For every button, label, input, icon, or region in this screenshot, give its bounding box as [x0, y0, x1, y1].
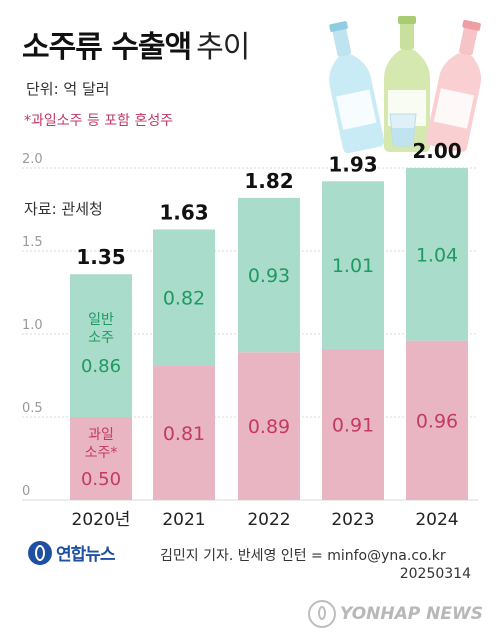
total-label: 1.35	[76, 245, 125, 269]
source-label: 자료: 관세청	[24, 200, 103, 218]
value-label-fruit: 0.81	[163, 423, 205, 445]
series-label-regular: 소주	[88, 330, 114, 346]
value-label-regular: 1.01	[332, 255, 374, 277]
series-label-fruit: 소주*	[85, 445, 118, 461]
value-label-fruit: 0.89	[248, 416, 290, 438]
yonhap-logo-icon	[28, 540, 52, 565]
bar-regular-soju	[70, 274, 132, 417]
page-title: 소주류 수출액 추이	[22, 22, 250, 66]
x-category-label: 2020년	[72, 510, 131, 530]
logo-text: 연합뉴스	[56, 545, 116, 565]
total-label: 2.00	[412, 139, 461, 163]
value-label-regular: 1.04	[416, 244, 458, 266]
series-label-regular: 일반	[88, 312, 114, 328]
y-tick-label: 0.5	[22, 401, 43, 416]
unit-label: 단위: 억 달러	[26, 80, 110, 98]
bar-regular-soju	[322, 181, 384, 349]
x-category-label: 2022	[247, 510, 290, 530]
total-label: 1.93	[328, 152, 377, 176]
watermark-text: YONHAP NEWS	[340, 604, 483, 624]
watermark: YONHAP NEWS	[308, 600, 483, 628]
yonhap-logo: 연합뉴스	[28, 540, 116, 565]
value-label-regular: 0.86	[81, 356, 121, 377]
title-light: 추이	[196, 30, 250, 65]
watermark-logo-icon	[308, 600, 337, 628]
bar-fruit-soju	[406, 340, 468, 500]
title-bold: 소주류 수출액	[22, 30, 192, 65]
value-label-fruit: 0.96	[416, 410, 458, 432]
bar-regular-soju	[406, 168, 468, 341]
pink-bottle-icon	[425, 19, 482, 152]
y-tick-label: 2.0	[22, 152, 43, 167]
value-label-regular: 0.82	[163, 287, 205, 309]
x-category-label: 2021	[162, 510, 205, 530]
y-tick-label: 0	[22, 484, 30, 499]
x-category-label: 2023	[331, 510, 374, 530]
value-label-fruit: 0.91	[332, 414, 374, 436]
footnote: *과일소주 등 포함 혼성주	[24, 113, 174, 129]
total-label: 1.82	[244, 169, 293, 193]
series-label-fruit: 과일	[88, 427, 114, 443]
bar-regular-soju	[153, 229, 215, 366]
bar-regular-soju	[238, 197, 300, 353]
bar-fruit-soju	[322, 348, 384, 500]
shot-glass-icon	[389, 113, 417, 147]
x-category-label: 2024	[415, 510, 458, 530]
value-label-fruit: 0.50	[81, 469, 121, 490]
y-tick-label: 1.0	[22, 318, 43, 333]
value-label-regular: 0.93	[248, 265, 290, 287]
bar-fruit-soju	[153, 365, 215, 500]
bar-fruit-soju	[70, 417, 132, 500]
publish-date: 20250314	[399, 566, 471, 582]
total-label: 1.63	[159, 200, 208, 224]
blue-bottle-icon	[329, 21, 385, 154]
bar-fruit-soju	[238, 352, 300, 500]
soju-bottles-illustration	[329, 16, 482, 154]
y-tick-label: 1.5	[22, 235, 43, 250]
credit-line: 김민지 기자. 반세영 인턴 = minfo@yna.co.kr	[160, 548, 446, 564]
